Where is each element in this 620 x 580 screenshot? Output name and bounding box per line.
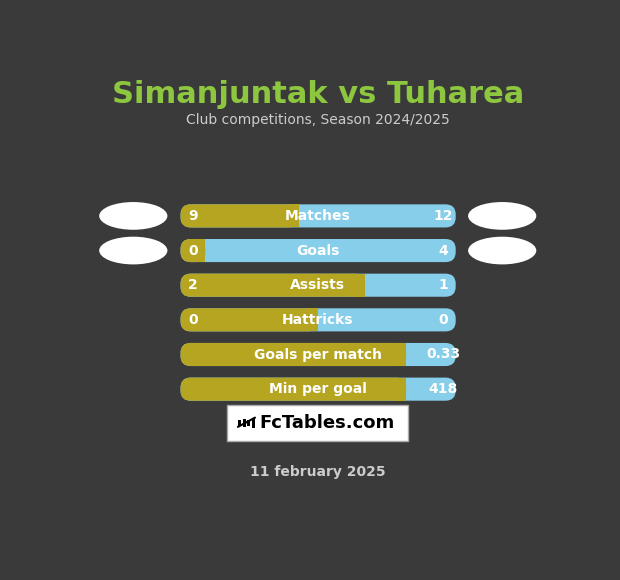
Ellipse shape [99,202,167,230]
Text: 0: 0 [438,313,448,327]
Bar [355,274,365,297]
FancyBboxPatch shape [180,343,406,366]
Bar [396,378,406,401]
Bar [308,309,318,331]
FancyBboxPatch shape [180,309,318,331]
Bar [195,239,205,262]
Text: 0: 0 [188,244,198,258]
Text: 1: 1 [438,278,448,292]
Text: Club competitions, Season 2024/2025: Club competitions, Season 2024/2025 [186,114,450,128]
FancyBboxPatch shape [180,204,456,227]
Text: 2: 2 [188,278,198,292]
FancyBboxPatch shape [180,239,205,262]
Bar [242,419,246,427]
FancyBboxPatch shape [180,343,456,366]
FancyBboxPatch shape [227,405,409,441]
Text: 9: 9 [188,209,198,223]
Text: Matches: Matches [285,209,351,223]
FancyBboxPatch shape [180,378,456,401]
Bar [396,343,406,366]
Ellipse shape [468,237,536,264]
Text: 0.33: 0.33 [426,347,461,361]
FancyBboxPatch shape [180,274,365,297]
Bar [252,418,255,429]
Text: Hattricks: Hattricks [282,313,353,327]
Text: 418: 418 [428,382,458,396]
Bar [238,420,241,426]
Text: Goals: Goals [296,244,339,258]
FancyBboxPatch shape [180,378,406,401]
Text: 11 february 2025: 11 february 2025 [250,465,386,478]
Bar [247,419,250,426]
Text: Min per goal: Min per goal [269,382,366,396]
Text: 0: 0 [188,313,198,327]
Ellipse shape [99,237,167,264]
Text: FcTables.com: FcTables.com [259,414,395,432]
FancyBboxPatch shape [180,204,299,227]
FancyBboxPatch shape [180,239,456,262]
FancyBboxPatch shape [180,274,456,297]
Text: 12: 12 [433,209,453,223]
Text: Simanjuntak vs Tuharea: Simanjuntak vs Tuharea [112,79,524,108]
Bar [289,204,299,227]
Text: Goals per match: Goals per match [254,347,382,361]
Text: 4: 4 [438,244,448,258]
Ellipse shape [468,202,536,230]
Text: Assists: Assists [290,278,345,292]
FancyBboxPatch shape [180,309,456,331]
